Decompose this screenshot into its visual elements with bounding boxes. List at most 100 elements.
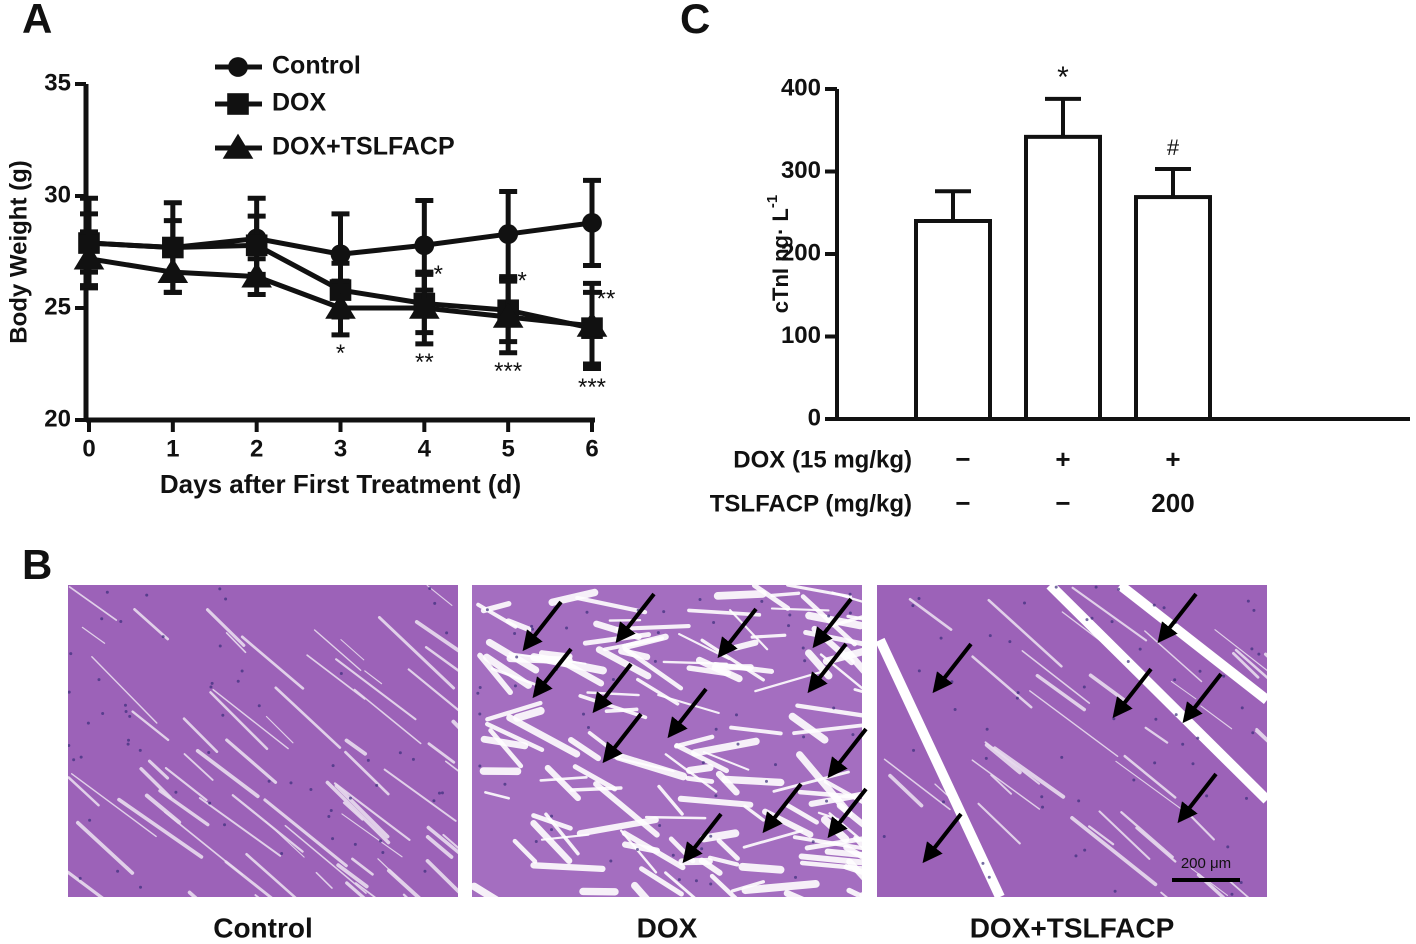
streak bbox=[351, 857, 374, 876]
nucleus bbox=[1085, 618, 1089, 622]
streak bbox=[1234, 648, 1267, 680]
nucleus bbox=[1110, 620, 1114, 624]
nucleus bbox=[1251, 731, 1255, 735]
nucleus bbox=[1117, 587, 1121, 591]
streak bbox=[1144, 630, 1203, 683]
nucleus bbox=[1054, 585, 1058, 589]
nucleus bbox=[375, 783, 379, 787]
significance: ** bbox=[415, 349, 434, 376]
streak bbox=[742, 829, 804, 849]
streak bbox=[853, 688, 862, 694]
nucleus bbox=[88, 818, 92, 822]
condition-name: TSLFACP (mg/kg) bbox=[710, 490, 912, 517]
significance: ** bbox=[597, 286, 616, 313]
streak bbox=[205, 608, 246, 647]
nucleus bbox=[609, 859, 613, 863]
significance: * bbox=[434, 261, 443, 288]
nucleus bbox=[848, 592, 852, 596]
streak bbox=[472, 882, 499, 897]
nucleus bbox=[942, 800, 946, 804]
nucleus bbox=[1162, 606, 1166, 610]
arrow bbox=[682, 812, 723, 864]
streak bbox=[1115, 760, 1181, 809]
nucleus bbox=[257, 704, 261, 708]
nucleus bbox=[939, 636, 943, 640]
streak bbox=[843, 864, 862, 875]
streak bbox=[1200, 705, 1233, 730]
streak bbox=[133, 608, 170, 641]
nucleus bbox=[802, 735, 806, 739]
condition-value: + bbox=[1055, 444, 1070, 474]
nucleus bbox=[611, 678, 615, 682]
streak bbox=[685, 763, 714, 775]
nucleus bbox=[139, 885, 143, 889]
nucleus bbox=[1240, 706, 1244, 710]
arrow bbox=[812, 597, 853, 649]
streak bbox=[595, 646, 652, 680]
streak bbox=[506, 714, 581, 758]
nucleus bbox=[1230, 892, 1234, 896]
streak bbox=[484, 791, 510, 800]
nucleus bbox=[69, 652, 73, 656]
streak bbox=[788, 712, 829, 744]
nucleus bbox=[827, 614, 831, 618]
nucleus bbox=[105, 590, 109, 594]
nucleus bbox=[1196, 736, 1200, 740]
nucleus bbox=[476, 691, 480, 695]
nucleus bbox=[1112, 717, 1116, 721]
streak bbox=[402, 893, 409, 897]
nucleus bbox=[218, 644, 222, 648]
nucleus bbox=[1016, 691, 1020, 695]
streak bbox=[770, 591, 801, 598]
streak bbox=[729, 725, 783, 736]
streak bbox=[575, 595, 648, 615]
streak bbox=[1227, 879, 1250, 897]
x-tick-label: 3 bbox=[334, 435, 347, 462]
panel-label: B bbox=[22, 541, 52, 588]
streak bbox=[785, 802, 819, 825]
nucleus bbox=[218, 587, 222, 591]
streak bbox=[1232, 651, 1260, 679]
streak bbox=[797, 789, 859, 800]
nucleus bbox=[709, 834, 713, 838]
streak bbox=[1029, 690, 1119, 757]
streak bbox=[673, 734, 715, 749]
nucleus bbox=[221, 713, 225, 717]
nucleus bbox=[1222, 674, 1226, 678]
streak bbox=[344, 738, 368, 756]
streak bbox=[716, 838, 740, 861]
streak bbox=[505, 618, 532, 633]
nucleus bbox=[1015, 696, 1019, 700]
nucleus bbox=[912, 748, 916, 752]
streak bbox=[225, 632, 247, 654]
nucleus bbox=[97, 678, 101, 682]
streak bbox=[674, 742, 730, 774]
nucleus bbox=[210, 681, 214, 685]
streak bbox=[345, 881, 366, 897]
streak bbox=[544, 812, 580, 856]
point bbox=[498, 224, 519, 244]
arrow bbox=[932, 642, 973, 694]
nucleus bbox=[236, 679, 240, 683]
streak bbox=[560, 658, 605, 687]
streak bbox=[117, 797, 204, 859]
streak bbox=[1160, 891, 1168, 897]
streak bbox=[334, 783, 390, 839]
nucleus bbox=[653, 659, 657, 663]
streak bbox=[1035, 673, 1086, 712]
streak bbox=[383, 768, 457, 822]
nucleus bbox=[437, 791, 441, 795]
nucleus bbox=[309, 788, 313, 792]
nucleus bbox=[478, 712, 482, 716]
nucleus bbox=[1250, 647, 1254, 651]
nucleus bbox=[1094, 585, 1098, 589]
nucleus bbox=[911, 604, 915, 608]
histology-image bbox=[877, 585, 1267, 897]
streak bbox=[770, 607, 830, 612]
streak bbox=[990, 774, 1013, 795]
streak bbox=[240, 635, 305, 690]
significance: *** bbox=[494, 358, 522, 385]
nucleus bbox=[68, 744, 71, 748]
gap bbox=[877, 637, 1005, 897]
nucleus bbox=[700, 847, 704, 851]
